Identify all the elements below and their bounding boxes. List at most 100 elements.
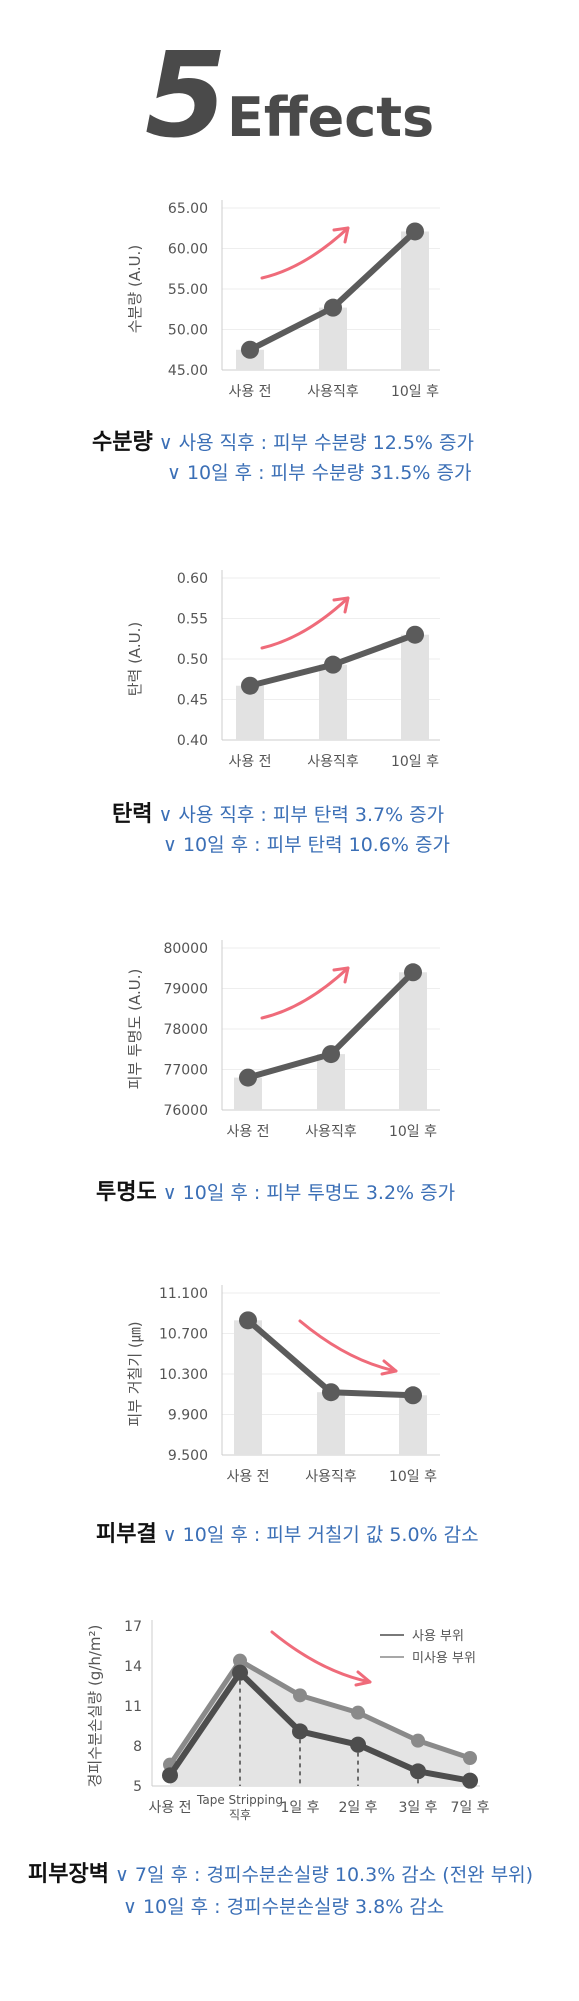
series-point-treated bbox=[350, 1736, 366, 1753]
series-point-treated bbox=[162, 1767, 178, 1784]
y-axis-label: 수분량 (A.U.) bbox=[126, 245, 144, 333]
trend-arrow-head bbox=[380, 1359, 398, 1376]
y-tick-label: 80000 bbox=[163, 941, 208, 957]
x-tick-label: 사용직후 bbox=[305, 1124, 357, 1140]
legend-label-treated: 사용 부위 bbox=[412, 1629, 464, 1644]
title-number: 5 bbox=[144, 26, 227, 164]
trend-arrow-head bbox=[332, 226, 350, 244]
caption-line: ∨ 사용 직후 : 피부 탄력 3.7% 증가 bbox=[158, 804, 445, 826]
caption-barrier: 피부장벽 ∨ 7일 후 : 경피수분손실량 10.3% 감소 (전완 부위) ∨ … bbox=[0, 1856, 579, 1926]
caption-line: ∨ 10일 후 : 피부 탄력 10.6% 증가 bbox=[163, 834, 450, 856]
y-tick-label: 9.500 bbox=[168, 1448, 208, 1464]
chart-elasticity: 0.40 0.45 0.50 0.55 0.60 탄력 (A.U.) 사용 전 사용직후 10일… bbox=[0, 560, 579, 780]
bar bbox=[234, 1320, 262, 1455]
data-point bbox=[322, 1383, 340, 1402]
caption-roughness: 피부결 ∨ 10일 후 : 피부 거칠기 값 5.0% 감소 bbox=[0, 1516, 579, 1556]
y-tick-label: 50.00 bbox=[168, 323, 208, 339]
caption-head: 탄력 bbox=[112, 802, 153, 827]
bar bbox=[399, 972, 427, 1110]
y-tick-label: 5 bbox=[133, 1779, 142, 1795]
area-fill bbox=[170, 1660, 470, 1786]
y-tick-label: 14 bbox=[124, 1659, 142, 1675]
moisture-chart-svg: 45.00 50.00 55.00 60.00 65.00 수분량 (A.U.) 사용 전 사… bbox=[126, 200, 440, 400]
data-point bbox=[239, 1068, 257, 1087]
y-tick-label: 79000 bbox=[163, 982, 208, 998]
y-tick-label: 0.60 bbox=[177, 571, 208, 587]
caption-transparency: 투명도 ∨ 10일 후 : 피부 투명도 3.2% 증가 bbox=[0, 1174, 579, 1214]
y-tick-label: 45.00 bbox=[168, 363, 208, 379]
bar bbox=[317, 1054, 345, 1110]
series-point-treated bbox=[292, 1723, 308, 1740]
series-point-treated bbox=[462, 1772, 478, 1789]
x-tick-label: 사용직후 bbox=[307, 754, 359, 770]
y-tick-label: 65.00 bbox=[168, 201, 208, 217]
y-tick-label: 77000 bbox=[163, 1063, 208, 1079]
barrier-chart-svg: 5 8 11 14 17 경피수분손실량 (g/h/m²) 사용 전 Tape Strippi… bbox=[86, 1619, 490, 1822]
x-tick-label: 사용 전 bbox=[228, 384, 271, 400]
y-axis-label: 경피수분손실량 (g/h/m²) bbox=[86, 1625, 104, 1788]
x-tick-label: 사용 전 bbox=[228, 754, 271, 770]
data-point bbox=[406, 222, 424, 241]
caption-moisture: 수분량 ∨ 사용 직후 : 피부 수분량 12.5% 증가 ∨ 10일 후 : 피… bbox=[0, 424, 579, 494]
caption-elasticity: 탄력 ∨ 사용 직후 : 피부 탄력 3.7% 증가 ∨ 10일 후 : 피부 탄… bbox=[0, 796, 579, 866]
x-tick-label: 3일 후 bbox=[398, 1800, 437, 1816]
y-tick-label: 0.50 bbox=[177, 652, 208, 668]
y-tick-label: 10.300 bbox=[159, 1367, 208, 1383]
series-point-untreated bbox=[293, 1688, 307, 1703]
x-tick-label: 사용 전 bbox=[226, 1124, 269, 1140]
bar bbox=[401, 231, 429, 370]
x-tick-label: 1일 후 bbox=[280, 1800, 319, 1816]
y-axis-label: 탄력 (A.U.) bbox=[126, 622, 144, 697]
caption-head: 수분량 bbox=[92, 430, 153, 455]
data-point bbox=[241, 676, 259, 695]
x-tick-label: 10일 후 bbox=[391, 754, 439, 770]
chart-roughness: 9.500 9.900 10.300 10.700 11.100 피부 거칠기 (㎛) 사용… bbox=[0, 1275, 579, 1495]
chart-moisture: 45.00 50.00 55.00 60.00 65.00 수분량 (A.U.) 사용 전 사… bbox=[0, 190, 579, 400]
transparency-chart-svg: 76000 77000 78000 79000 80000 피부 투명도 (A.U.) 사용… bbox=[126, 940, 440, 1140]
series-point-untreated bbox=[351, 1705, 365, 1720]
x-tick-label: 사용 전 bbox=[226, 1469, 269, 1485]
y-tick-label: 76000 bbox=[163, 1103, 208, 1119]
data-point bbox=[239, 1311, 257, 1330]
y-tick-label: 0.45 bbox=[177, 693, 208, 709]
caption-head: 피부결 bbox=[96, 1522, 157, 1547]
series-line-treated bbox=[167, 1669, 471, 1784]
x-tick-label: 사용직후 bbox=[307, 384, 359, 400]
y-tick-label: 11 bbox=[124, 1699, 142, 1715]
caption-line: ∨ 사용 직후 : 피부 수분량 12.5% 증가 bbox=[158, 432, 474, 454]
trend-arrow bbox=[260, 596, 350, 650]
x-tick-label: 2일 후 bbox=[338, 1800, 377, 1816]
x-tick-label: 사용 전 bbox=[148, 1800, 191, 1816]
trend-arrow bbox=[270, 1630, 372, 1684]
x-tick-label: 10일 후 bbox=[389, 1469, 437, 1485]
trend-arrow bbox=[298, 1319, 398, 1373]
data-point bbox=[324, 655, 342, 674]
trend-arrow-head bbox=[332, 966, 350, 984]
series-point-treated bbox=[232, 1664, 248, 1681]
x-tick-label: 10일 후 bbox=[389, 1124, 437, 1140]
caption-line: ∨ 10일 후 : 경피수분손실량 3.8% 감소 bbox=[123, 1896, 445, 1918]
x-tick-label: Tape Stripping bbox=[196, 1793, 283, 1807]
page-title: 5Effects bbox=[0, 36, 579, 154]
data-point bbox=[404, 1386, 422, 1405]
caption-line: ∨ 10일 후 : 피부 투명도 3.2% 증가 bbox=[162, 1182, 456, 1204]
y-tick-label: 0.40 bbox=[177, 733, 208, 749]
caption-line: ∨ 10일 후 : 피부 수분량 31.5% 증가 bbox=[167, 462, 472, 484]
data-point bbox=[324, 298, 342, 317]
chart-transparency: 76000 77000 78000 79000 80000 피부 투명도 (A.U.) 사용… bbox=[0, 930, 579, 1150]
y-tick-label: 8 bbox=[133, 1739, 142, 1755]
trend-arrow-head bbox=[354, 1670, 372, 1687]
x-tick-label: 10일 후 bbox=[391, 384, 439, 400]
data-point bbox=[322, 1045, 340, 1064]
x-tick-label: 사용직후 bbox=[305, 1469, 357, 1485]
series-point-treated bbox=[410, 1763, 426, 1780]
bar bbox=[399, 1395, 427, 1455]
y-tick-label: 11.100 bbox=[159, 1286, 208, 1302]
data-point bbox=[241, 340, 259, 359]
series-point-untreated bbox=[463, 1751, 477, 1765]
series-point-untreated bbox=[411, 1733, 425, 1748]
bar bbox=[319, 664, 347, 740]
bar bbox=[236, 685, 264, 740]
y-tick-label: 55.00 bbox=[168, 282, 208, 298]
data-point bbox=[406, 625, 424, 644]
